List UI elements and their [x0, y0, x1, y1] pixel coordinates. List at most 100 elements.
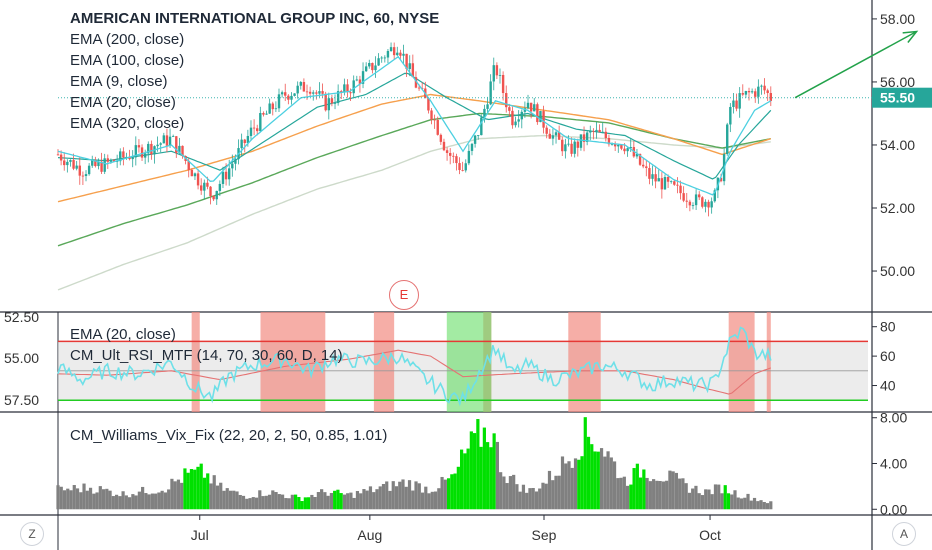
vix-bar	[502, 476, 506, 510]
vix-bar	[95, 492, 99, 510]
candle-body	[293, 93, 296, 96]
candle-body	[607, 137, 611, 145]
candle-body	[315, 92, 318, 94]
vix-bar	[349, 492, 353, 510]
vix-bar	[294, 494, 298, 510]
vix-bar	[739, 498, 744, 510]
candle-body	[701, 197, 704, 207]
ema-320-label[interactable]: EMA (320, close)	[70, 115, 185, 132]
price-tick-label: 50.00	[880, 263, 915, 279]
vix-bar	[163, 492, 168, 510]
candle-body	[265, 113, 268, 115]
candle-body	[199, 185, 203, 191]
symbol-title[interactable]: AMERICAN INTERNATIONAL GROUP INC, 60, NY…	[70, 10, 440, 27]
candle-body	[364, 66, 368, 72]
candle-body	[392, 47, 396, 56]
vix-bar	[141, 486, 145, 510]
candle-body	[486, 104, 489, 109]
candle-body	[181, 145, 184, 157]
vix-bar	[443, 479, 447, 510]
vix-bar	[157, 492, 161, 510]
vix-bar	[241, 495, 246, 510]
price-tick-label: 54.00	[880, 137, 915, 153]
vix-bar	[691, 488, 695, 510]
vix-bar	[355, 491, 360, 510]
vix-bar	[167, 489, 171, 510]
vix-bar	[82, 483, 86, 510]
candle-body	[302, 82, 306, 92]
earnings-marker[interactable]: E	[389, 280, 419, 310]
rsi-ema-label[interactable]: EMA (20, close)	[70, 326, 176, 343]
candle-body	[349, 92, 352, 94]
candle-body	[604, 131, 608, 138]
candle-body	[766, 90, 769, 94]
zoom-button[interactable]: Z	[20, 522, 44, 546]
candle-body	[115, 161, 119, 162]
vix-bar	[245, 498, 249, 510]
candle-body	[645, 166, 648, 169]
candle-body	[439, 134, 443, 142]
vix-bar	[590, 444, 594, 510]
candle-body	[514, 121, 517, 126]
candle-body	[570, 143, 573, 154]
ema-20-label[interactable]: EMA (20, close)	[70, 94, 176, 111]
candle-body	[66, 161, 69, 166]
candle-body	[673, 181, 676, 185]
last-price-label: 55.50	[880, 90, 915, 106]
vix-bar	[372, 492, 376, 510]
vix-bar	[648, 481, 652, 510]
candle-body	[473, 135, 477, 144]
auto-scale-button[interactable]: A	[892, 522, 916, 546]
vix-bar	[609, 457, 613, 510]
vix-bar	[489, 447, 493, 510]
vix-indicator-label[interactable]: CM_Williams_Vix_Fix (22, 20, 2, 50, 0.85…	[70, 427, 388, 444]
vix-bar	[427, 493, 431, 510]
vix-bar	[362, 489, 366, 510]
vix-bar	[323, 492, 327, 510]
vix-bar	[261, 496, 265, 510]
candle-body	[63, 160, 66, 166]
left-scale-tick-label: 52.50	[4, 309, 39, 325]
vix-bar	[222, 490, 226, 510]
vix-tick-label: 8.00	[880, 410, 907, 426]
candle-body	[533, 104, 536, 112]
rsi-tick-label: 40	[880, 378, 896, 394]
vix-bar	[320, 489, 324, 510]
vix-bar	[235, 491, 239, 510]
vix-tick-label: 0.00	[880, 501, 907, 517]
candle-body	[427, 98, 430, 111]
vix-bar	[629, 484, 633, 510]
candle-body	[175, 136, 178, 153]
ema-200-label[interactable]: EMA (200, close)	[70, 31, 185, 48]
vix-bar	[622, 476, 626, 510]
candle-body	[536, 104, 539, 123]
rsi-indicator-label[interactable]: CM_Ult_RSI_MTF (14, 70, 30, 60, D, 14)	[70, 347, 343, 364]
left-scale-tick-label: 57.50	[4, 392, 39, 408]
vix-bar	[632, 468, 636, 510]
vix-bar	[72, 485, 76, 510]
candle-body	[221, 171, 225, 184]
candle-body	[284, 92, 287, 96]
price-tick-label: 56.00	[880, 74, 915, 90]
candle-body	[56, 154, 60, 156]
candle-body	[355, 79, 359, 81]
vix-bar	[492, 433, 496, 510]
candle-body	[168, 136, 172, 146]
candle-body	[231, 163, 234, 169]
vix-bar	[388, 490, 392, 510]
candle-body	[654, 174, 657, 182]
candle-body	[84, 174, 88, 177]
vix-bar	[290, 494, 294, 510]
vix-bar	[720, 493, 724, 510]
candle-body	[215, 190, 218, 200]
vix-bar	[668, 470, 672, 510]
vix-bar	[564, 463, 568, 510]
candle-body	[704, 201, 707, 207]
candle-body	[87, 165, 91, 175]
candle-body	[448, 152, 452, 156]
vix-bar	[486, 442, 490, 510]
ema-9-label[interactable]: EMA (9, close)	[70, 73, 168, 90]
ema-100-label[interactable]: EMA (100, close)	[70, 52, 185, 69]
vix-bar	[476, 419, 480, 510]
